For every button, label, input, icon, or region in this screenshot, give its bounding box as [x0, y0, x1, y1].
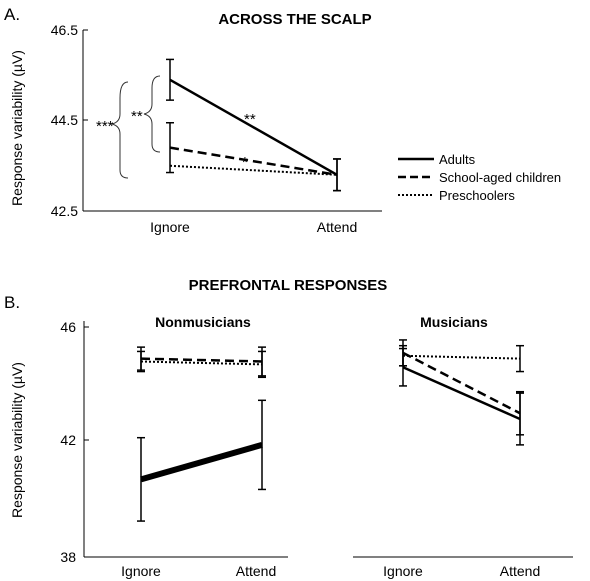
panel-a-label: A. [4, 5, 20, 24]
nonmusicians-y-tick: 46 [60, 319, 76, 335]
panel-a-title: ACROSS THE SCALP [218, 11, 371, 28]
panel-a-y-ticks: 46.5 44.5 42.5 [51, 22, 88, 219]
panel-a: A. ACROSS THE SCALP Response variability… [4, 5, 382, 235]
panel-a-y-axis-label: Response variability (µV) [9, 50, 25, 206]
series-line [402, 366, 521, 421]
panel-a-bracket-inner [143, 75, 161, 153]
musicians-x-tick: Attend [500, 563, 540, 579]
series-line [169, 78, 338, 176]
panel-a-y-tick: 46.5 [51, 22, 78, 38]
panel-a-significance: ** [131, 108, 143, 125]
panel-b-title: PREFRONTAL RESPONSES [189, 277, 388, 294]
panel-b-label: B. [4, 293, 20, 312]
nonmusicians-x-tick: Attend [236, 563, 276, 579]
musicians-x-tick: Ignore [383, 563, 423, 579]
legend-label: Adults [439, 152, 476, 167]
musicians-title: Musicians [420, 314, 488, 330]
panel-a-y-tick: 42.5 [51, 203, 78, 219]
panel-a-y-tick: 44.5 [51, 112, 78, 128]
panel-a-bracket-outer [111, 81, 129, 179]
series-line [402, 354, 521, 360]
nonmusicians-y-tick: 38 [60, 549, 76, 565]
series-line [402, 351, 521, 415]
nonmusicians-title: Nonmusicians [155, 314, 251, 330]
series-line [140, 441, 263, 483]
legend-label: School-aged children [439, 170, 561, 185]
legend: Adults School-aged children Preschoolers [398, 152, 561, 203]
panel-b: B. PREFRONTAL RESPONSES Response variabi… [4, 277, 573, 579]
musicians-subplot: Musicians Ignore Attend [353, 314, 573, 579]
panel-b-y-axis-label: Response variability (µV) [9, 362, 25, 518]
series-line [169, 146, 338, 177]
nonmusicians-subplot: Nonmusicians 46 42 38 Ignore Attend [60, 314, 288, 579]
panel-a-x-tick: Attend [317, 219, 357, 235]
panel-a-significance: *** [96, 118, 114, 135]
panel-a-significance: ** [244, 111, 256, 128]
panel-a-series [166, 58, 341, 192]
series-line [140, 357, 263, 363]
legend-label: Preschoolers [439, 188, 515, 203]
panel-a-x-tick: Ignore [150, 219, 190, 235]
musicians-series [399, 339, 524, 446]
series-line [140, 360, 263, 366]
panel-a-significance: * [242, 154, 248, 171]
nonmusicians-series [137, 346, 266, 522]
nonmusicians-x-tick: Ignore [121, 563, 161, 579]
nonmusicians-y-tick: 42 [60, 432, 76, 448]
